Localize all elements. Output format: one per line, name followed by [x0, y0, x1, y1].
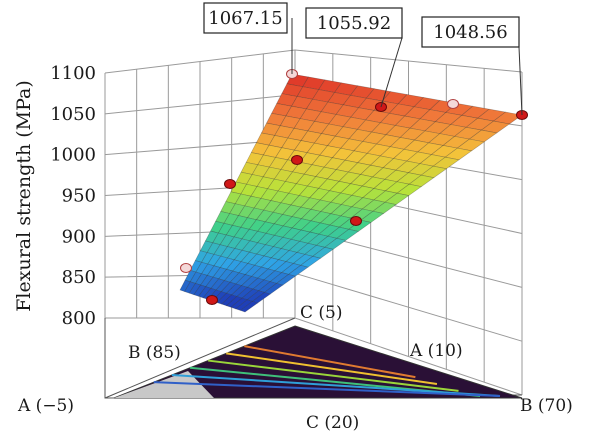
value-callouts: 1067.15 1055.92 1048.56 [203, 2, 523, 116]
callout-leader [380, 37, 403, 108]
label-c-bottom: C (20) [306, 413, 359, 433]
label-a-left: A (−5) [17, 396, 74, 416]
design-point-right-mid [350, 216, 362, 226]
z-tick-label: 850 [62, 267, 96, 288]
callout-box [203, 2, 288, 34]
callout-label: 1067.15 [208, 8, 282, 29]
z-tick-label: 1100 [50, 63, 96, 84]
callout-box [421, 16, 520, 48]
label-a-right: A (10) [409, 341, 463, 361]
floor-contour-line [207, 359, 459, 392]
floor-contour-line [226, 352, 438, 385]
surface-cell [239, 301, 259, 313]
floor-contour [113, 325, 523, 399]
response-surface [179, 73, 523, 313]
z-tick-label: 900 [62, 226, 96, 247]
floor-triangle [113, 325, 523, 399]
z-tick-label: 800 [62, 308, 96, 329]
callout-box [305, 7, 403, 39]
z-tick-label: 950 [62, 186, 96, 207]
design-point-bottom [206, 295, 218, 305]
callout-leader [518, 46, 523, 116]
floor-contour-line [153, 381, 501, 397]
z-tick-label: 1000 [50, 145, 96, 166]
floor-gray-region [114, 371, 214, 398]
label-b-right: B (70) [520, 396, 573, 416]
design-point-low-left [180, 263, 192, 273]
z-axis-ticks: 800 850 900 950 1000 1050 1100 [50, 63, 96, 329]
callout-label: 1048.56 [433, 22, 507, 43]
floor-edge [104, 317, 296, 399]
floor-contour-line [244, 345, 416, 379]
label-c-top: C (5) [300, 303, 343, 323]
wall-grid-line [104, 49, 523, 74]
design-point-upper-mid [447, 99, 459, 109]
z-axis-title: Flexural strength (MPa) [13, 80, 35, 312]
floor-contour-line [171, 373, 501, 397]
design-point-center [291, 155, 303, 165]
label-b-left: B (85) [128, 343, 181, 363]
design-point-left-mid [224, 179, 236, 189]
z-tick-label: 1050 [50, 104, 96, 125]
callout-label: 1055.92 [317, 13, 391, 34]
